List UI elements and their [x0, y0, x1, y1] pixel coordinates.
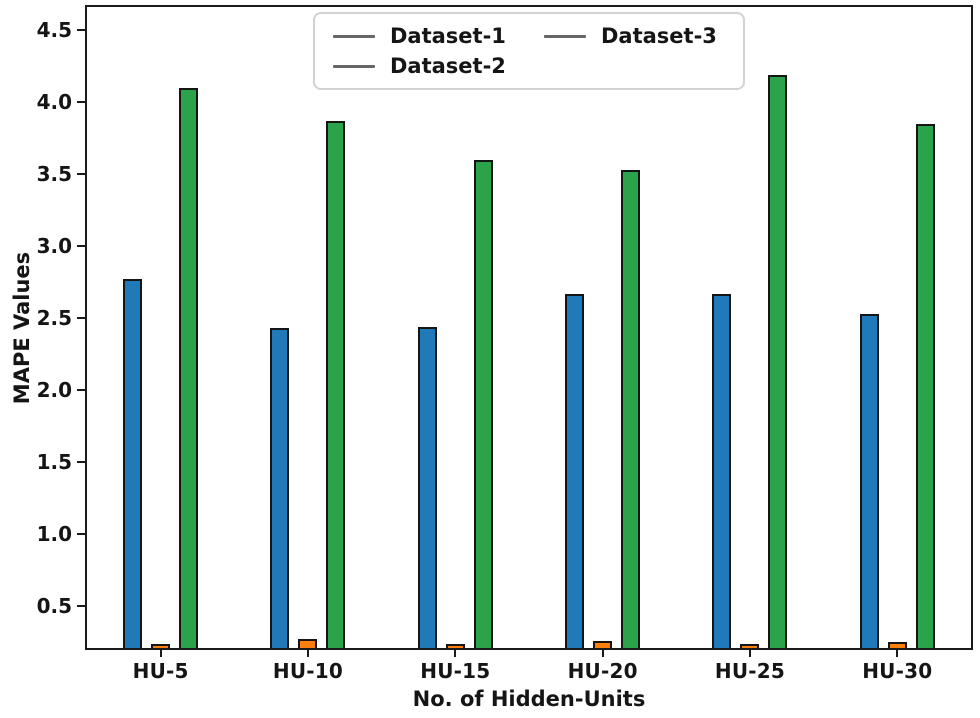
bar-group-hu-5: HU-5 — [87, 7, 234, 683]
y-tick-mark-0-5 — [77, 605, 85, 608]
bar-group-hu-25: HU-25 — [676, 7, 823, 683]
y-tick-label-3-5: 3.5 — [36, 162, 72, 187]
x-tick-label-hu-10: HU-10 — [272, 659, 344, 683]
bar-group-hu-20: HU-20 — [529, 7, 676, 683]
bar-group-hu-30: HU-30 — [824, 7, 971, 683]
y-tick-mark-2-0 — [77, 389, 85, 392]
bar-dataset-1-hu-30 — [859, 313, 879, 648]
bar-dataset-2-hu-5 — [151, 643, 171, 648]
x-tick-label-hu-20: HU-20 — [567, 659, 638, 683]
bar-dataset-1-hu-10 — [270, 328, 290, 648]
bar-dataset-3-hu-15 — [473, 159, 493, 648]
legend-label-dataset-2: Dataset-2 — [390, 54, 506, 78]
bar-dataset-3-hu-30 — [915, 123, 935, 648]
y-tick-mark-4-5 — [77, 29, 85, 32]
bar-group-hu-10: HU-10 — [234, 7, 381, 683]
bar-groups-layer: HU-5 HU-10 HU-15 HU-20 HU-25 HU-30 — [87, 7, 971, 683]
y-tick-label-0-5: 0.5 — [36, 594, 72, 619]
x-tick-label-hu-5: HU-5 — [132, 659, 189, 683]
y-tick-label-1-5: 1.5 — [36, 450, 72, 475]
bar-dataset-1-hu-25 — [712, 293, 732, 648]
y-axis-title: MAPE Values — [10, 251, 34, 405]
x-tick-label-hu-15: HU-15 — [420, 659, 491, 683]
bar-dataset-3-hu-5 — [179, 87, 199, 648]
bar-dataset-1-hu-15 — [417, 326, 437, 648]
x-tick-mark-hu-5 — [159, 650, 162, 657]
x-tick-label-hu-25: HU-25 — [714, 659, 786, 683]
bar-dataset-3-hu-25 — [768, 74, 788, 648]
y-tick-label-2-5: 2.5 — [36, 306, 72, 331]
y-tick-label-1-0: 1.0 — [36, 522, 72, 547]
bar-dataset-2-hu-15 — [445, 643, 465, 648]
bar-dataset-2-hu-10 — [298, 639, 318, 648]
x-axis-title: No. of Hidden-Units — [412, 687, 646, 711]
legend-item-dataset-3: Dataset-3 — [544, 24, 725, 48]
legend-line-icon — [544, 34, 586, 38]
bar-dataset-2-hu-20 — [593, 640, 613, 648]
legend: Dataset-1 Dataset-2 Dataset-3 — [313, 12, 745, 90]
y-tick-mark-3-0 — [77, 245, 85, 248]
y-tick-mark-3-5 — [77, 173, 85, 176]
bar-group-hu-15: HU-15 — [382, 7, 529, 683]
legend-label-dataset-1: Dataset-1 — [390, 24, 506, 48]
legend-line-icon — [333, 34, 375, 38]
bar-dataset-1-hu-20 — [565, 293, 585, 648]
y-tick-label-4-0: 4.0 — [36, 90, 72, 115]
bar-dataset-3-hu-20 — [621, 169, 641, 648]
plot-area: HU-5 HU-10 HU-15 HU-20 HU-25 HU-30 0.5 1.0 1.5 2… — [37, 5, 973, 683]
y-tick-mark-1-0 — [77, 533, 85, 536]
x-tick-mark-hu-20 — [601, 650, 604, 657]
y-tick-label-4-5: 4.5 — [36, 18, 72, 43]
bar-dataset-3-hu-10 — [326, 120, 346, 648]
bar-dataset-1-hu-5 — [123, 279, 143, 648]
y-tick-mark-4-0 — [77, 101, 85, 104]
x-tick-mark-hu-25 — [748, 650, 751, 657]
x-tick-mark-hu-15 — [454, 650, 457, 657]
legend-line-icon — [333, 64, 375, 68]
y-tick-label-2-0: 2.0 — [36, 378, 72, 403]
y-tick-mark-1-5 — [77, 461, 85, 464]
bar-dataset-2-hu-30 — [887, 642, 907, 648]
bar-dataset-2-hu-25 — [740, 643, 760, 648]
legend-item-dataset-1: Dataset-1 — [333, 24, 514, 48]
x-tick-label-hu-30: HU-30 — [862, 659, 933, 683]
legend-label-dataset-3: Dataset-3 — [601, 24, 717, 48]
x-tick-mark-hu-10 — [306, 650, 309, 657]
y-tick-label-3-0: 3.0 — [36, 234, 72, 259]
y-tick-mark-2-5 — [77, 317, 85, 320]
x-tick-mark-hu-30 — [896, 650, 899, 657]
legend-item-dataset-2: Dataset-2 — [333, 54, 514, 78]
